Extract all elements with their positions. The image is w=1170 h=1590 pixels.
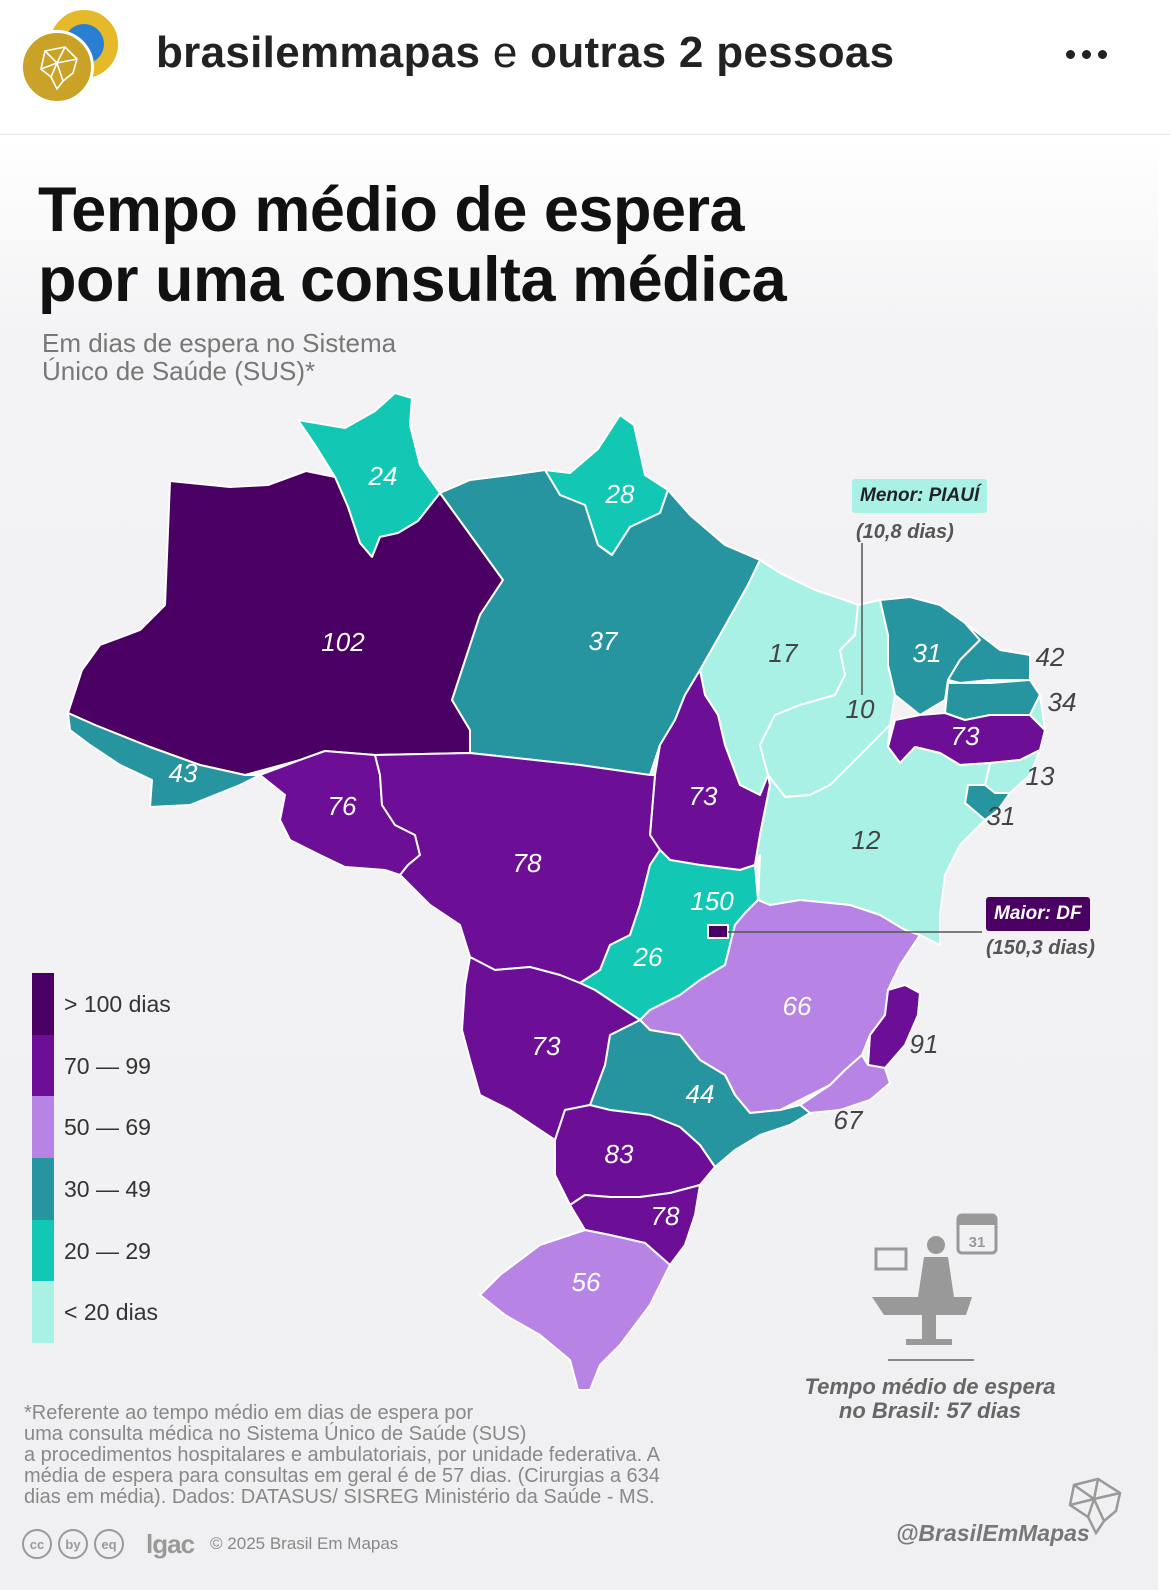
state-df <box>707 924 729 939</box>
footnote-line-2: uma consulta médica no Sistema Único de … <box>24 1423 527 1445</box>
doctor-consultation-icon: 31 <box>872 1213 998 1345</box>
cc-nd-icon: eq <box>94 1529 124 1559</box>
legend-label: 50 — 69 <box>64 1114 151 1141</box>
post-authors[interactable]: brasilemmapas e outras 2 pessoas <box>156 28 894 78</box>
state-am <box>67 470 504 776</box>
brazil-map: 24 28 102 37 17 31 42 34 10 73 13 31 43 76 73 78 12 150 26… <box>67 392 1077 1391</box>
title-line-1: Tempo médio de espera <box>38 175 745 245</box>
connector-text: e <box>492 28 518 77</box>
state-value-ac: 43 <box>169 758 198 788</box>
cc-icon: cc <box>22 1529 52 1559</box>
footnote: *Referente ao tempo médio em dias de esp… <box>24 1403 724 1508</box>
subtitle-line-2: Único de Saúde (SUS)* <box>42 356 316 386</box>
state-value-pr: 83 <box>605 1139 634 1169</box>
callout-max-label: Maior: DF <box>986 897 1090 931</box>
state-value-ap: 28 <box>605 479 635 509</box>
legend-label: 30 — 49 <box>64 1176 151 1203</box>
legend-label: 20 — 29 <box>64 1237 151 1264</box>
state-value-rs: 56 <box>572 1267 601 1297</box>
avatar-brasilemmapas[interactable] <box>20 30 94 104</box>
average-divider <box>888 1359 974 1361</box>
footnote-line-3: a procedimentos hospitalares e ambulator… <box>24 1444 660 1466</box>
callout-max-value: (150,3 dias) <box>986 937 1095 959</box>
legend-swatch <box>32 1219 54 1282</box>
callout-min-value: (10,8 dias) <box>856 521 954 543</box>
state-value-ce: 31 <box>913 638 942 668</box>
account-name[interactable]: brasilemmapas <box>156 28 481 77</box>
state-value-pb: 34 <box>1048 687 1077 717</box>
footnote-line-1: *Referente ao tempo médio em dias de esp… <box>24 1402 474 1424</box>
state-value-rn: 42 <box>1036 642 1065 672</box>
others-link[interactable]: outras 2 pessoas <box>530 28 895 77</box>
legend-swatch <box>32 973 54 1035</box>
infographic-title: Tempo médio de espera por uma consulta m… <box>38 175 787 315</box>
average-line-2: no Brasil: 57 dias <box>838 1398 1022 1423</box>
state-ms <box>461 956 641 1141</box>
state-value-al: 13 <box>1026 761 1055 791</box>
legend-label: 70 — 99 <box>64 1052 151 1079</box>
state-value-df: 150 <box>690 886 734 916</box>
callout-min-label: Menor: PIAUÍ <box>852 479 988 513</box>
state-value-ro: 76 <box>328 791 357 821</box>
state-rn <box>947 622 1031 684</box>
cc-by-icon: by <box>58 1529 88 1559</box>
state-value-sp: 44 <box>686 1079 715 1109</box>
legend-label: > 100 dias <box>64 991 171 1017</box>
state-value-to: 73 <box>689 781 718 811</box>
legend-swatch <box>32 1096 54 1159</box>
state-ac <box>67 712 261 808</box>
infographic-subtitle: Em dias de espera no Sistema Único de Sa… <box>42 329 396 385</box>
more-options-button[interactable] <box>1062 36 1112 76</box>
state-value-pe: 73 <box>951 721 980 751</box>
state-value-am: 102 <box>321 627 365 657</box>
state-value-rj: 67 <box>834 1105 864 1135</box>
state-value-ba: 12 <box>852 825 881 855</box>
state-value-rr: 24 <box>368 461 398 491</box>
subtitle-line-1: Em dias de espera no Sistema <box>42 328 397 358</box>
state-rs <box>479 1229 671 1391</box>
title-line-2: por uma consulta médica <box>38 245 787 315</box>
coast-highlight-pb <box>1029 694 1046 731</box>
legend-swatch <box>32 1158 54 1220</box>
state-value-mg: 66 <box>783 991 812 1021</box>
state-rj <box>799 1054 891 1114</box>
publisher-logo: lgac <box>146 1528 195 1559</box>
copyright-text: © 2025 Brasil Em Mapas <box>210 1534 399 1553</box>
state-value-se: 31 <box>987 801 1016 831</box>
post-header: brasilemmapas e outras 2 pessoas <box>0 0 1170 135</box>
legend-swatch <box>32 1281 54 1344</box>
brazil-logo-icon <box>40 46 78 91</box>
state-value-pi: 10 <box>846 694 875 724</box>
brazil-brand-icon <box>1068 1477 1122 1536</box>
legend-label: < 20 dias <box>64 1299 158 1326</box>
state-value-mt: 78 <box>513 848 542 878</box>
credits: cc by eq lgac © 2025 Brasil Em Mapas <box>22 1527 398 1561</box>
footnote-line-4: média de espera para consultas em geral … <box>24 1465 660 1487</box>
state-value-ms: 73 <box>532 1031 561 1061</box>
footnote-line-5: dias em média). Dados: DATASUS/ SISREG M… <box>24 1486 655 1508</box>
social-handle: @BrasilEmMapas <box>896 1520 1090 1546</box>
average-line-1: Tempo médio de espera <box>804 1374 1056 1399</box>
state-value-ma: 17 <box>769 638 799 668</box>
calendar-day: 31 <box>969 1234 986 1251</box>
average-text: Tempo médio de espera no Brasil: 57 dias <box>790 1375 1070 1423</box>
state-value-pa: 37 <box>589 626 619 656</box>
state-value-es: 91 <box>910 1029 939 1059</box>
infographic: Tempo médio de espera por uma consulta m… <box>0 135 1158 1590</box>
state-value-go: 26 <box>633 942 663 972</box>
legend-swatch <box>32 1034 54 1097</box>
state-value-sc: 78 <box>651 1201 680 1231</box>
